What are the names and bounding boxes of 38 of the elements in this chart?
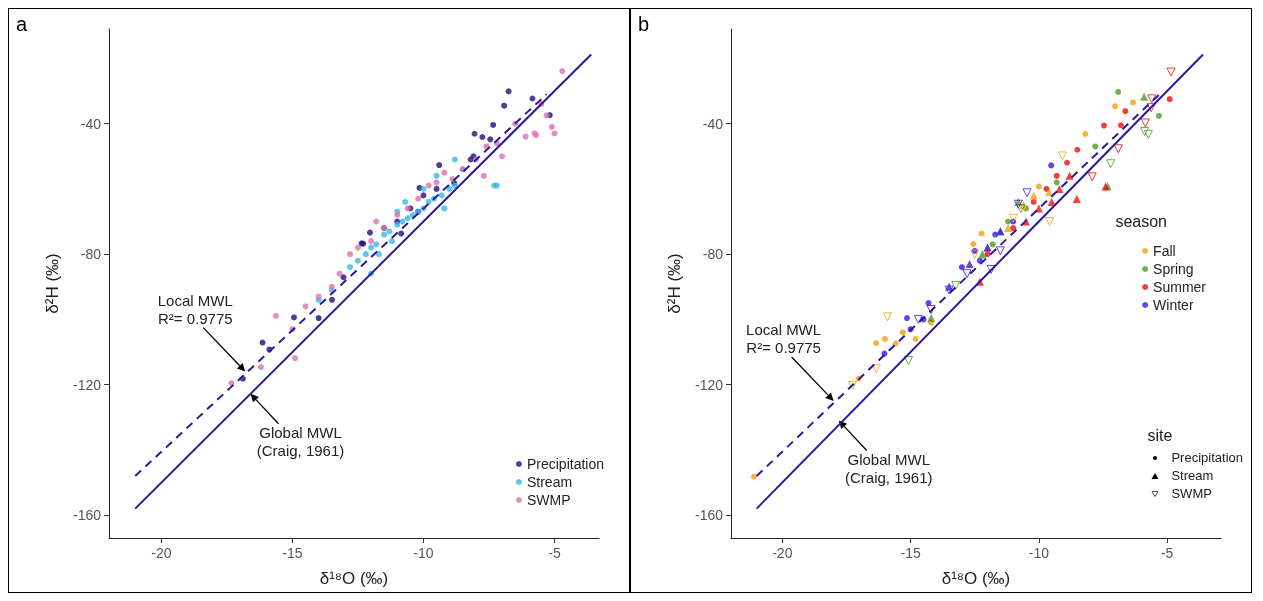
legend-label: Stream: [526, 474, 573, 490]
annotation: site: [1147, 427, 1174, 445]
y-tick-label: -40: [702, 115, 724, 132]
legend-label: Winter: [1153, 297, 1194, 313]
annotation: Stream: [1171, 467, 1214, 485]
annotation: Global MWL (Craig, 1961): [844, 451, 933, 487]
y-tick-label: -160: [694, 507, 724, 524]
y-tick-label: -80: [80, 246, 102, 263]
y-axis-title: δ²H (‰): [43, 253, 62, 314]
annotation: SWMP: [1171, 485, 1212, 503]
x-axis-title: δ¹⁸O (‰): [941, 569, 1011, 588]
y-tick-label: -120: [72, 376, 102, 393]
annotation: Precipitation: [1171, 449, 1243, 467]
x-tick-label: -10: [413, 545, 434, 561]
legend-label: Fall: [1153, 243, 1176, 259]
legend-label: Precipitation: [526, 456, 605, 472]
x-tick-label: -5: [1160, 545, 1174, 561]
annotation: Local MWL R²= 0.9775: [157, 292, 233, 328]
y-tick-label: -160: [72, 507, 102, 524]
x-tick-label: -5: [548, 545, 561, 561]
chart-title: b: [638, 13, 650, 35]
annotation: Local MWL R²= 0.9775: [746, 321, 822, 357]
legend-label: SWMP: [526, 492, 571, 508]
y-tick-label: -40: [80, 115, 102, 132]
x-tick-label: -20: [151, 545, 172, 561]
chart-title: a: [16, 13, 28, 35]
y-axis-title: δ²H (‰): [665, 253, 684, 314]
x-tick-label: -20: [772, 545, 793, 561]
legend-label: Spring: [1153, 261, 1194, 277]
annotation: Global MWL (Craig, 1961): [256, 424, 345, 460]
x-tick-label: -10: [1028, 545, 1050, 561]
y-tick-label: -80: [702, 246, 724, 263]
x-axis-title: δ¹⁸O (‰): [319, 569, 389, 588]
y-tick-label: -120: [694, 376, 724, 393]
x-tick-label: -15: [282, 545, 303, 561]
legend-title: season: [1115, 212, 1167, 230]
legend-label: Summer: [1153, 279, 1207, 295]
x-tick-label: -15: [900, 545, 921, 561]
